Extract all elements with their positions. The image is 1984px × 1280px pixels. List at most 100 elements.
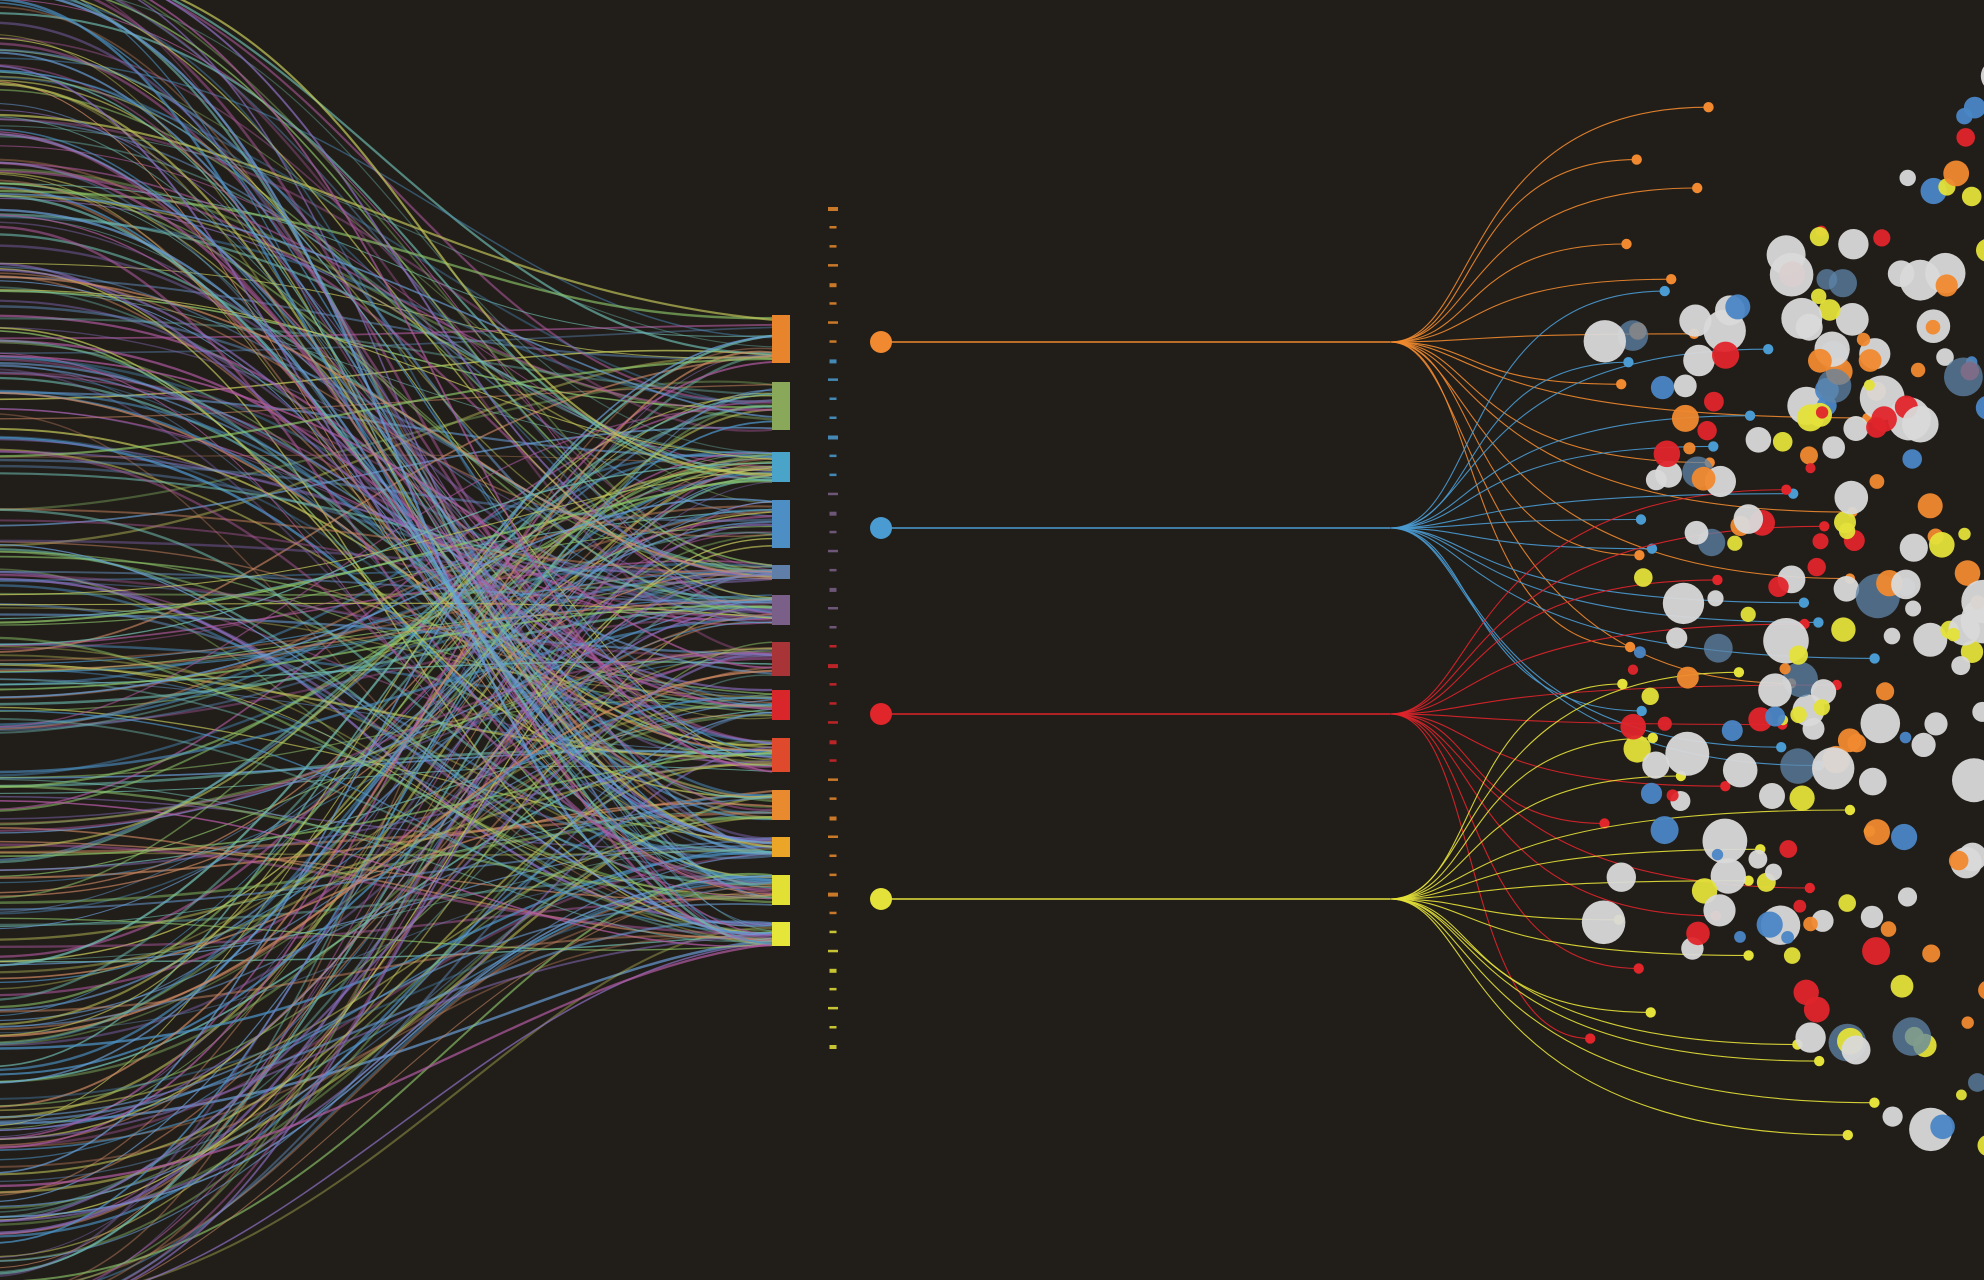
fiber-strand [0,353,773,1001]
fiber-strand [0,785,773,904]
bubble [1707,590,1724,607]
fiber-strand [0,456,773,1273]
branch-end-dot [1708,441,1719,452]
ruler-segment [829,873,837,877]
fan-branch [1389,713,1810,889]
bubble [1978,981,1984,1000]
bubble [1818,299,1841,321]
fiber-strand [0,70,773,614]
bubble [1922,944,1941,963]
bubble [1834,511,1856,534]
ruler-segment [829,797,837,800]
bubble [1862,937,1891,966]
fiber-strand [0,843,773,937]
bubble [1623,735,1651,763]
fiber-strand [0,453,773,1130]
branch-end-dot [1813,617,1824,628]
bubble [1883,627,1901,645]
fan-branch [1389,518,1642,529]
fiber-strand [0,468,773,849]
fan-branch [1389,898,1848,1136]
bubble [1583,320,1627,363]
fiber-strand [0,116,773,767]
ruler-segment [828,321,838,324]
bubble [1650,816,1679,845]
fan-out-branches [1389,102,1880,1141]
bubble [1833,576,1860,602]
bubble [1769,252,1814,297]
bubble [1838,894,1856,912]
bubble [1620,713,1646,740]
fiber-strand [0,408,773,728]
bubble [1704,391,1724,412]
ruler-segment [829,911,837,915]
fiber-strand [0,875,773,1034]
ruler-segment [829,397,837,400]
bubble [1802,717,1825,740]
fan-branch [1389,898,1619,921]
fiber-strand [0,392,773,751]
bubble [1936,348,1954,366]
bubble [1891,569,1921,600]
fiber-strand [0,874,773,1218]
fiber-strand [0,654,773,887]
fiber-strand [0,569,773,665]
fiber-strand [0,613,773,1030]
bubble [1666,789,1679,802]
bubble [1640,782,1663,805]
fiber-strand [0,678,773,752]
fiber-strand [0,573,773,1161]
fiber-strand [0,933,773,1140]
segment-ruler [828,207,838,1049]
bubble [1963,96,1984,119]
branch-end-dot [1814,1055,1825,1067]
bubble [1727,535,1743,551]
fiber-strand [0,391,773,458]
bubble [1863,379,1875,391]
fiber-strand [91,501,773,1280]
color-block [772,790,790,820]
bubble [1759,783,1785,809]
bubble [1803,916,1818,932]
bubble [1897,887,1918,907]
fiber-strand [0,118,773,432]
fan-branch [1389,713,1591,1040]
bubble [1899,533,1928,562]
bubble [1722,752,1758,788]
bubble [1684,520,1709,545]
fiber-strand [0,711,773,1208]
fiber-strand [0,193,773,418]
fiber-strand [0,395,773,1036]
hub-node [870,331,892,353]
fiber-strand [0,465,773,1119]
bubble [1952,758,1984,803]
bubble [1788,645,1808,665]
bubble [1657,716,1672,731]
fiber-strand [0,827,773,940]
ruler-segment [828,778,838,781]
fan-branch [1389,527,1653,550]
fiber-strand [67,347,773,1280]
fiber-strand [0,179,773,800]
fiber-strand [0,647,773,990]
fan-branch [1389,489,1787,715]
bubble [1856,332,1871,347]
bubble [1790,706,1807,724]
ruler-segment [828,1006,838,1010]
bubble [1860,703,1901,744]
fiber-strand [0,168,773,421]
fiber-strand [0,404,773,864]
fan-branch [1389,243,1627,343]
fan-branch [1389,493,1794,529]
bubble [1887,260,1915,288]
bubble [1748,849,1768,869]
fiber-strand [0,621,773,983]
fiber-strand [0,479,773,1275]
ruler-segment [829,245,837,248]
fiber-strand [0,577,773,913]
fiber-strand [61,0,773,707]
branch-end-dot [1720,781,1731,792]
fan-branch [1389,713,1726,787]
bubble [1721,720,1743,742]
branch-end-dot [1743,950,1754,961]
